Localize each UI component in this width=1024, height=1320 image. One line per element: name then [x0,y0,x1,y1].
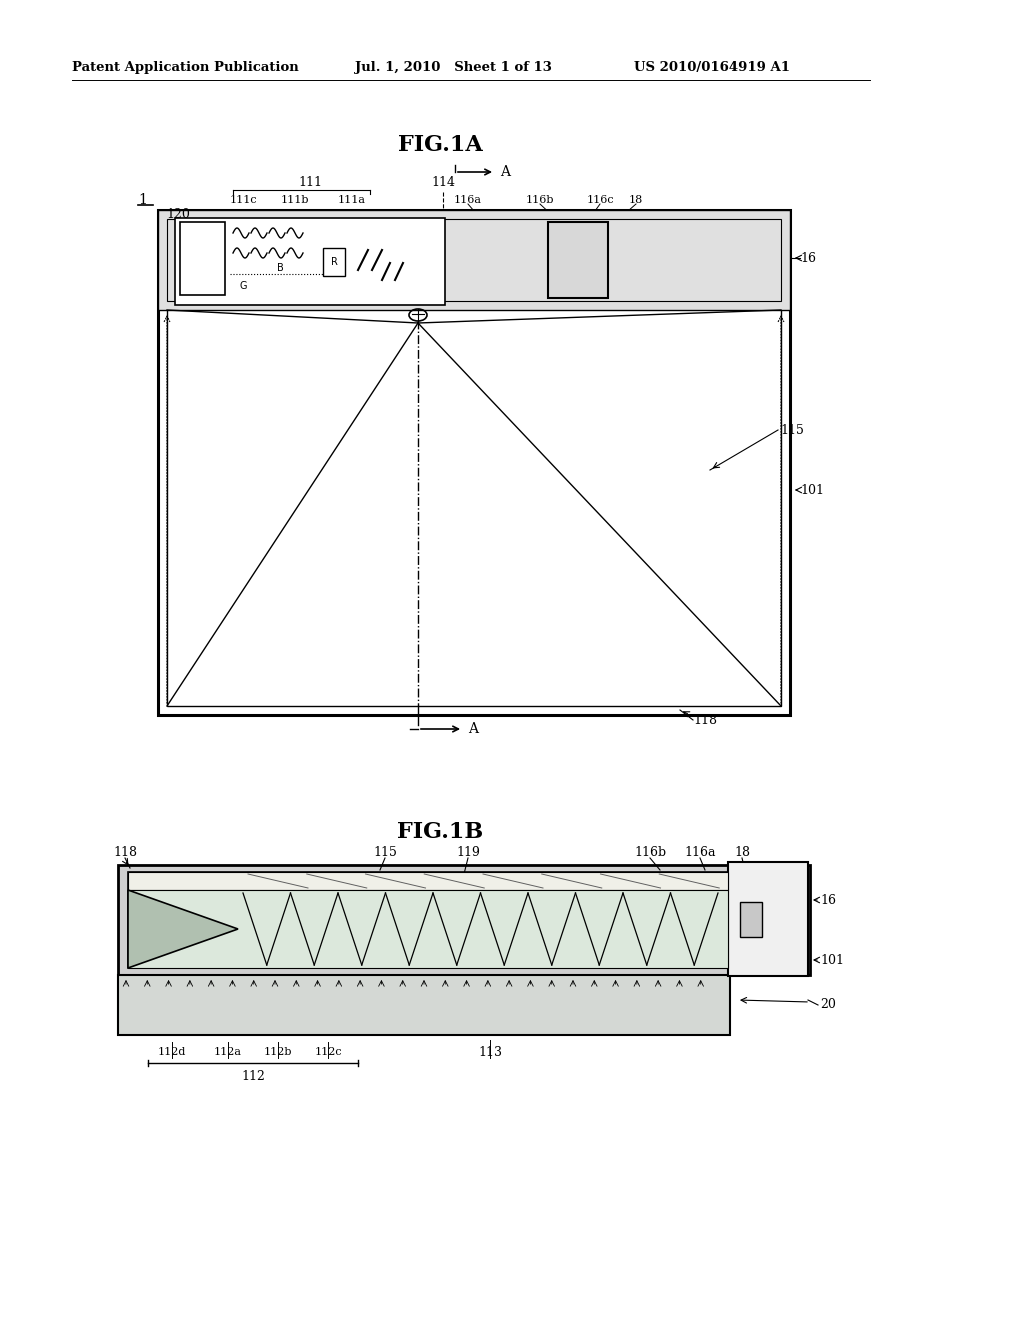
Bar [728,862,808,975]
Text: 116b: 116b [634,846,666,859]
Text: Jul. 1, 2010   Sheet 1 of 13: Jul. 1, 2010 Sheet 1 of 13 [355,62,552,74]
Text: 16: 16 [800,252,816,264]
Text: 116a: 116a [684,846,716,859]
Text: G: G [240,281,248,290]
Text: 18: 18 [629,195,643,205]
Text: 1: 1 [138,193,146,207]
Text: 115: 115 [780,424,804,437]
Text: 112: 112 [241,1071,265,1084]
Bar [167,219,781,706]
Text: 120: 120 [166,209,189,222]
Bar [548,222,608,298]
Text: 112a: 112a [214,1047,242,1057]
Bar [158,210,790,310]
Text: 16: 16 [820,894,836,907]
Text: 18: 18 [734,846,750,859]
Text: 118: 118 [113,846,137,859]
Text: US 2010/0164919 A1: US 2010/0164919 A1 [634,62,790,74]
Text: A: A [500,165,510,180]
Text: 112c: 112c [314,1047,342,1057]
Text: 111b: 111b [281,195,309,205]
Text: 115: 115 [373,846,397,859]
Text: FIG.1B: FIG.1B [397,821,483,843]
Bar [323,248,345,276]
Text: 101: 101 [800,483,824,496]
Text: 116a: 116a [454,195,482,205]
Text: B: B [276,263,284,273]
Text: 119: 119 [456,846,480,859]
Text: 111c: 111c [229,195,257,205]
Bar [118,865,810,975]
Text: 118: 118 [693,714,717,726]
Text: 112d: 112d [158,1047,186,1057]
Text: 112b: 112b [264,1047,292,1057]
Text: 116c: 116c [586,195,613,205]
Bar [158,210,790,715]
Text: Patent Application Publication: Patent Application Publication [72,62,299,74]
Bar [128,890,728,968]
Text: 20: 20 [820,998,836,1011]
Text: R: R [331,257,338,267]
Bar [175,218,445,305]
Bar [740,902,762,936]
Bar [128,873,728,890]
Bar [180,222,225,294]
Text: 111: 111 [298,177,322,190]
Text: 114: 114 [431,177,455,190]
Polygon shape [128,890,238,968]
Text: FIG.1A: FIG.1A [397,135,482,156]
Bar [128,873,728,968]
Text: 101: 101 [820,953,844,966]
Text: 116b: 116b [525,195,554,205]
Text: 113: 113 [478,1045,502,1059]
Text: A: A [468,722,478,737]
Bar [118,975,730,1035]
Text: 111a: 111a [338,195,366,205]
Bar [167,219,781,301]
